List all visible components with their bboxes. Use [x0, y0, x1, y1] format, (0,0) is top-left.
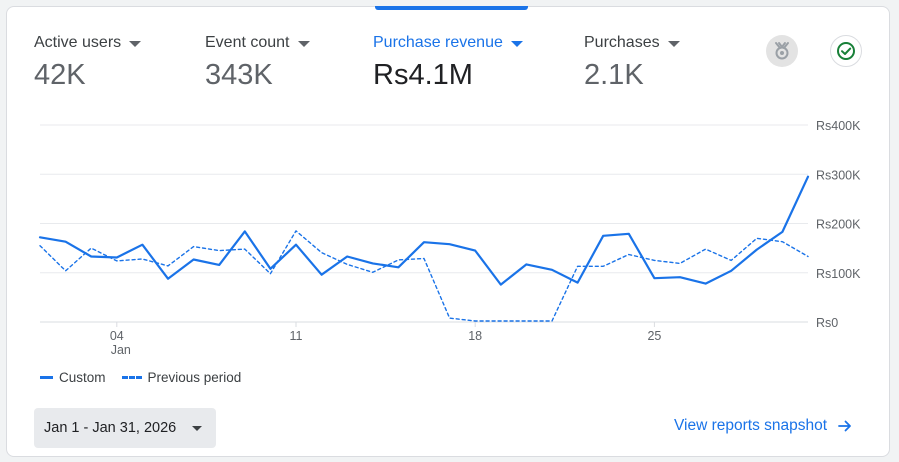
- metric-value: 42K: [34, 59, 86, 91]
- metric-label: Purchase revenue: [373, 34, 503, 51]
- caret-down-icon: [192, 426, 202, 431]
- view-reports-snapshot-link[interactable]: View reports snapshot: [674, 417, 853, 435]
- solid-line-swatch: [40, 376, 53, 379]
- snapshot-link-label: View reports snapshot: [674, 417, 828, 434]
- metric-label: Active users: [34, 34, 122, 51]
- caret-down-icon: [297, 41, 310, 47]
- arrow-right-icon: [838, 420, 851, 432]
- active-metric-indicator: [375, 6, 528, 10]
- legend-label-custom: Custom: [59, 370, 106, 385]
- metric-label: Purchases: [584, 34, 660, 51]
- metric-tab-active-users[interactable]: Active users 42K: [34, 32, 142, 92]
- x-tick-sublabel: Jan: [111, 343, 131, 357]
- metric-tab-purchases[interactable]: Purchases 2.1K: [584, 32, 680, 92]
- metric-value: Rs4.1M: [373, 59, 473, 91]
- y-tick-label: Rs200K: [816, 218, 861, 232]
- series-line-previous-period: [39, 230, 809, 322]
- y-tick-label: Rs300K: [816, 168, 861, 182]
- x-tick-label: 04: [110, 329, 124, 343]
- x-tick-label: 25: [647, 329, 661, 343]
- check-circle-icon: [837, 42, 855, 60]
- y-tick-label: Rs0: [816, 316, 838, 330]
- metric-tab-purchase-revenue[interactable]: Purchase revenue Rs4.1M: [373, 32, 523, 92]
- caret-down-icon: [667, 41, 680, 47]
- metric-label: Event count: [205, 34, 290, 51]
- legend-item-previous: Previous period: [121, 370, 242, 385]
- y-tick-label: Rs100K: [816, 267, 861, 281]
- insights-icon: [775, 42, 789, 60]
- metric-value: 2.1K: [584, 59, 644, 91]
- date-range-dropdown[interactable]: Jan 1 - Jan 31, 2026: [34, 408, 216, 448]
- date-range-label: Jan 1 - Jan 31, 2026: [44, 420, 177, 436]
- legend-label-previous: Previous period: [147, 370, 242, 385]
- chart-legend: Custom Previous period: [40, 370, 257, 385]
- metric-value: 343K: [205, 59, 273, 91]
- series-line-custom: [38, 175, 810, 286]
- y-tick-label: Rs400K: [816, 119, 861, 133]
- summary-card: [6, 6, 890, 457]
- check-status-button[interactable]: [830, 35, 862, 67]
- metric-tab-event-count[interactable]: Event count 343K: [205, 32, 310, 92]
- insights-button[interactable]: [766, 35, 798, 67]
- legend-item-custom: Custom: [40, 370, 106, 385]
- caret-down-icon: [129, 41, 142, 47]
- x-tick-label: 11: [290, 329, 303, 343]
- dashed-line-swatch: [121, 376, 142, 379]
- x-tick-label: 18: [468, 329, 482, 343]
- caret-down-icon: [510, 41, 523, 47]
